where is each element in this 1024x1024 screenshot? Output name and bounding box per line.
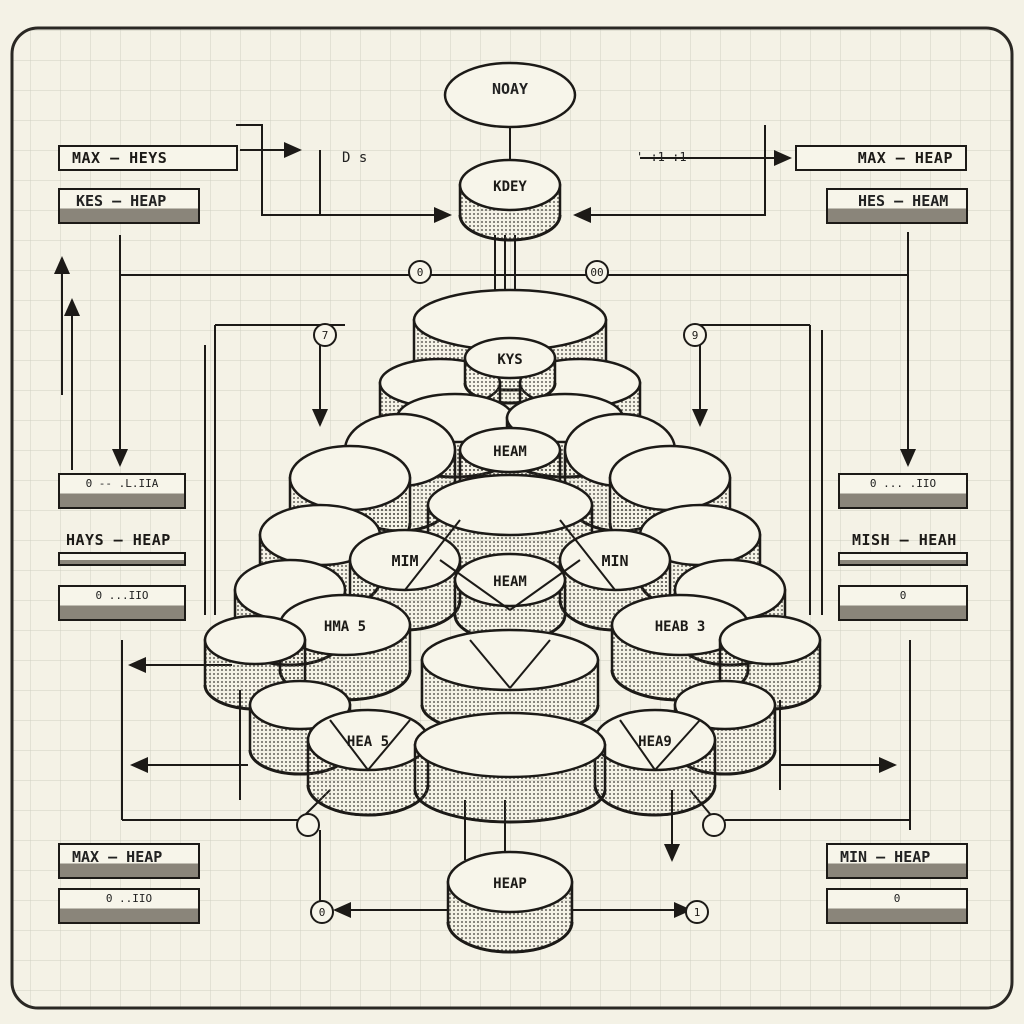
node-key-base — [458, 214, 562, 242]
marker-circle-text: 0 — [319, 906, 326, 919]
marker-circle-text: 0 — [417, 266, 424, 279]
bar-br-bot: 0 — [826, 888, 968, 924]
node-top-label: NOAY — [491, 80, 529, 98]
disc-l9-right — [673, 679, 777, 731]
disc-l8-right — [718, 614, 822, 666]
disc-l9-mid-base — [413, 789, 607, 824]
connector-line — [573, 125, 766, 223]
label-hays-heap: HAYS – HEAP — [66, 531, 171, 549]
bar-mr-mid — [838, 552, 968, 566]
connector-line — [236, 124, 452, 223]
disc-l9-mid — [413, 711, 607, 779]
marker-circle — [310, 900, 334, 924]
spoke-line — [469, 639, 511, 689]
node-hea5-label: HEA 5 — [347, 734, 389, 750]
label-mish-heah: MISH – HEAH — [852, 531, 957, 549]
node-heam-upper-label: HEAM — [493, 444, 527, 460]
node-kys — [463, 336, 557, 380]
bar-hes-heam — [826, 188, 968, 224]
spoke-line — [367, 719, 411, 771]
node-heap-bottom — [446, 850, 574, 914]
marker-circle-text: 1 — [694, 906, 701, 919]
annotation-top-left: D s — [342, 150, 368, 166]
node-heam-center — [453, 552, 567, 608]
node-heam-upper — [458, 426, 562, 474]
disc-l5-right — [608, 444, 732, 512]
spoke-line — [654, 719, 701, 771]
label-min-heap-bottom: MIN – HEAP — [840, 848, 931, 866]
node-hma5-label: HMA 5 — [324, 619, 366, 635]
node-heap-bottom-label: HEAP — [493, 876, 527, 892]
bar-ml-mid — [58, 552, 186, 566]
marker-circle-text: 7 — [322, 329, 329, 342]
spoke-line — [404, 519, 461, 591]
label-max-heap-bottom: MAX – HEAP — [72, 848, 163, 866]
node-key — [458, 158, 562, 212]
node-kys-base — [463, 382, 557, 405]
bar-mr-top: 0 ... .IIO — [838, 473, 968, 509]
disc-l9-left — [248, 679, 352, 731]
disc-l8-left — [203, 614, 307, 666]
spoke-line — [439, 559, 511, 611]
marker-circle — [408, 260, 432, 284]
marker-circle — [685, 900, 709, 924]
bar-bl-bot: 0 ..IIO — [58, 888, 200, 924]
bar-ml-bot: 0 ...IIO — [58, 585, 186, 621]
marker-circle — [683, 323, 707, 347]
bar-ml-top: 0 -- .L.IIA — [58, 473, 186, 509]
marker-circle — [313, 323, 337, 347]
spoke-line — [509, 559, 581, 611]
label-max-heys: MAX – HEYS — [58, 145, 238, 171]
node-kys-label: KYS — [497, 352, 522, 368]
node-mim-label: MIM — [391, 552, 418, 570]
bar-mr-bot: 0 — [838, 585, 968, 621]
label-hes-heam: HES – HEAM — [858, 192, 949, 210]
annotation-top-right: ' :1 :1 — [636, 150, 687, 164]
spoke-line — [559, 519, 616, 591]
spoke-line — [509, 639, 551, 689]
disc-l5-left — [288, 444, 412, 512]
node-heab3-label: HEAB 3 — [655, 619, 706, 635]
spoke-line — [329, 719, 369, 771]
node-heam-center-label: HEAM — [493, 574, 527, 590]
node-hea9-label: HEA9 — [638, 734, 672, 750]
node-min-label: MIN — [601, 552, 628, 570]
bar-min-heap-bottom — [826, 843, 968, 879]
marker-circle-text: 9 — [692, 329, 699, 342]
disc-l5-mid — [426, 473, 594, 537]
marker-circle — [585, 260, 609, 284]
marker-circle — [702, 813, 726, 837]
node-key-label: KDEY — [493, 179, 527, 195]
disc-l8-mid — [420, 628, 600, 692]
label-max-heap-right: MAX – HEAP — [795, 145, 967, 171]
marker-circle-text: 00 — [590, 266, 603, 279]
node-top — [443, 61, 577, 129]
marker-circle — [296, 813, 320, 837]
bar-max-heap-bottom — [58, 843, 200, 879]
spoke-line — [619, 719, 656, 771]
node-heap-bottom-base — [446, 921, 574, 954]
label-kes-heap: KES – HEAP — [76, 192, 167, 210]
bar-kes-heap — [58, 188, 200, 224]
